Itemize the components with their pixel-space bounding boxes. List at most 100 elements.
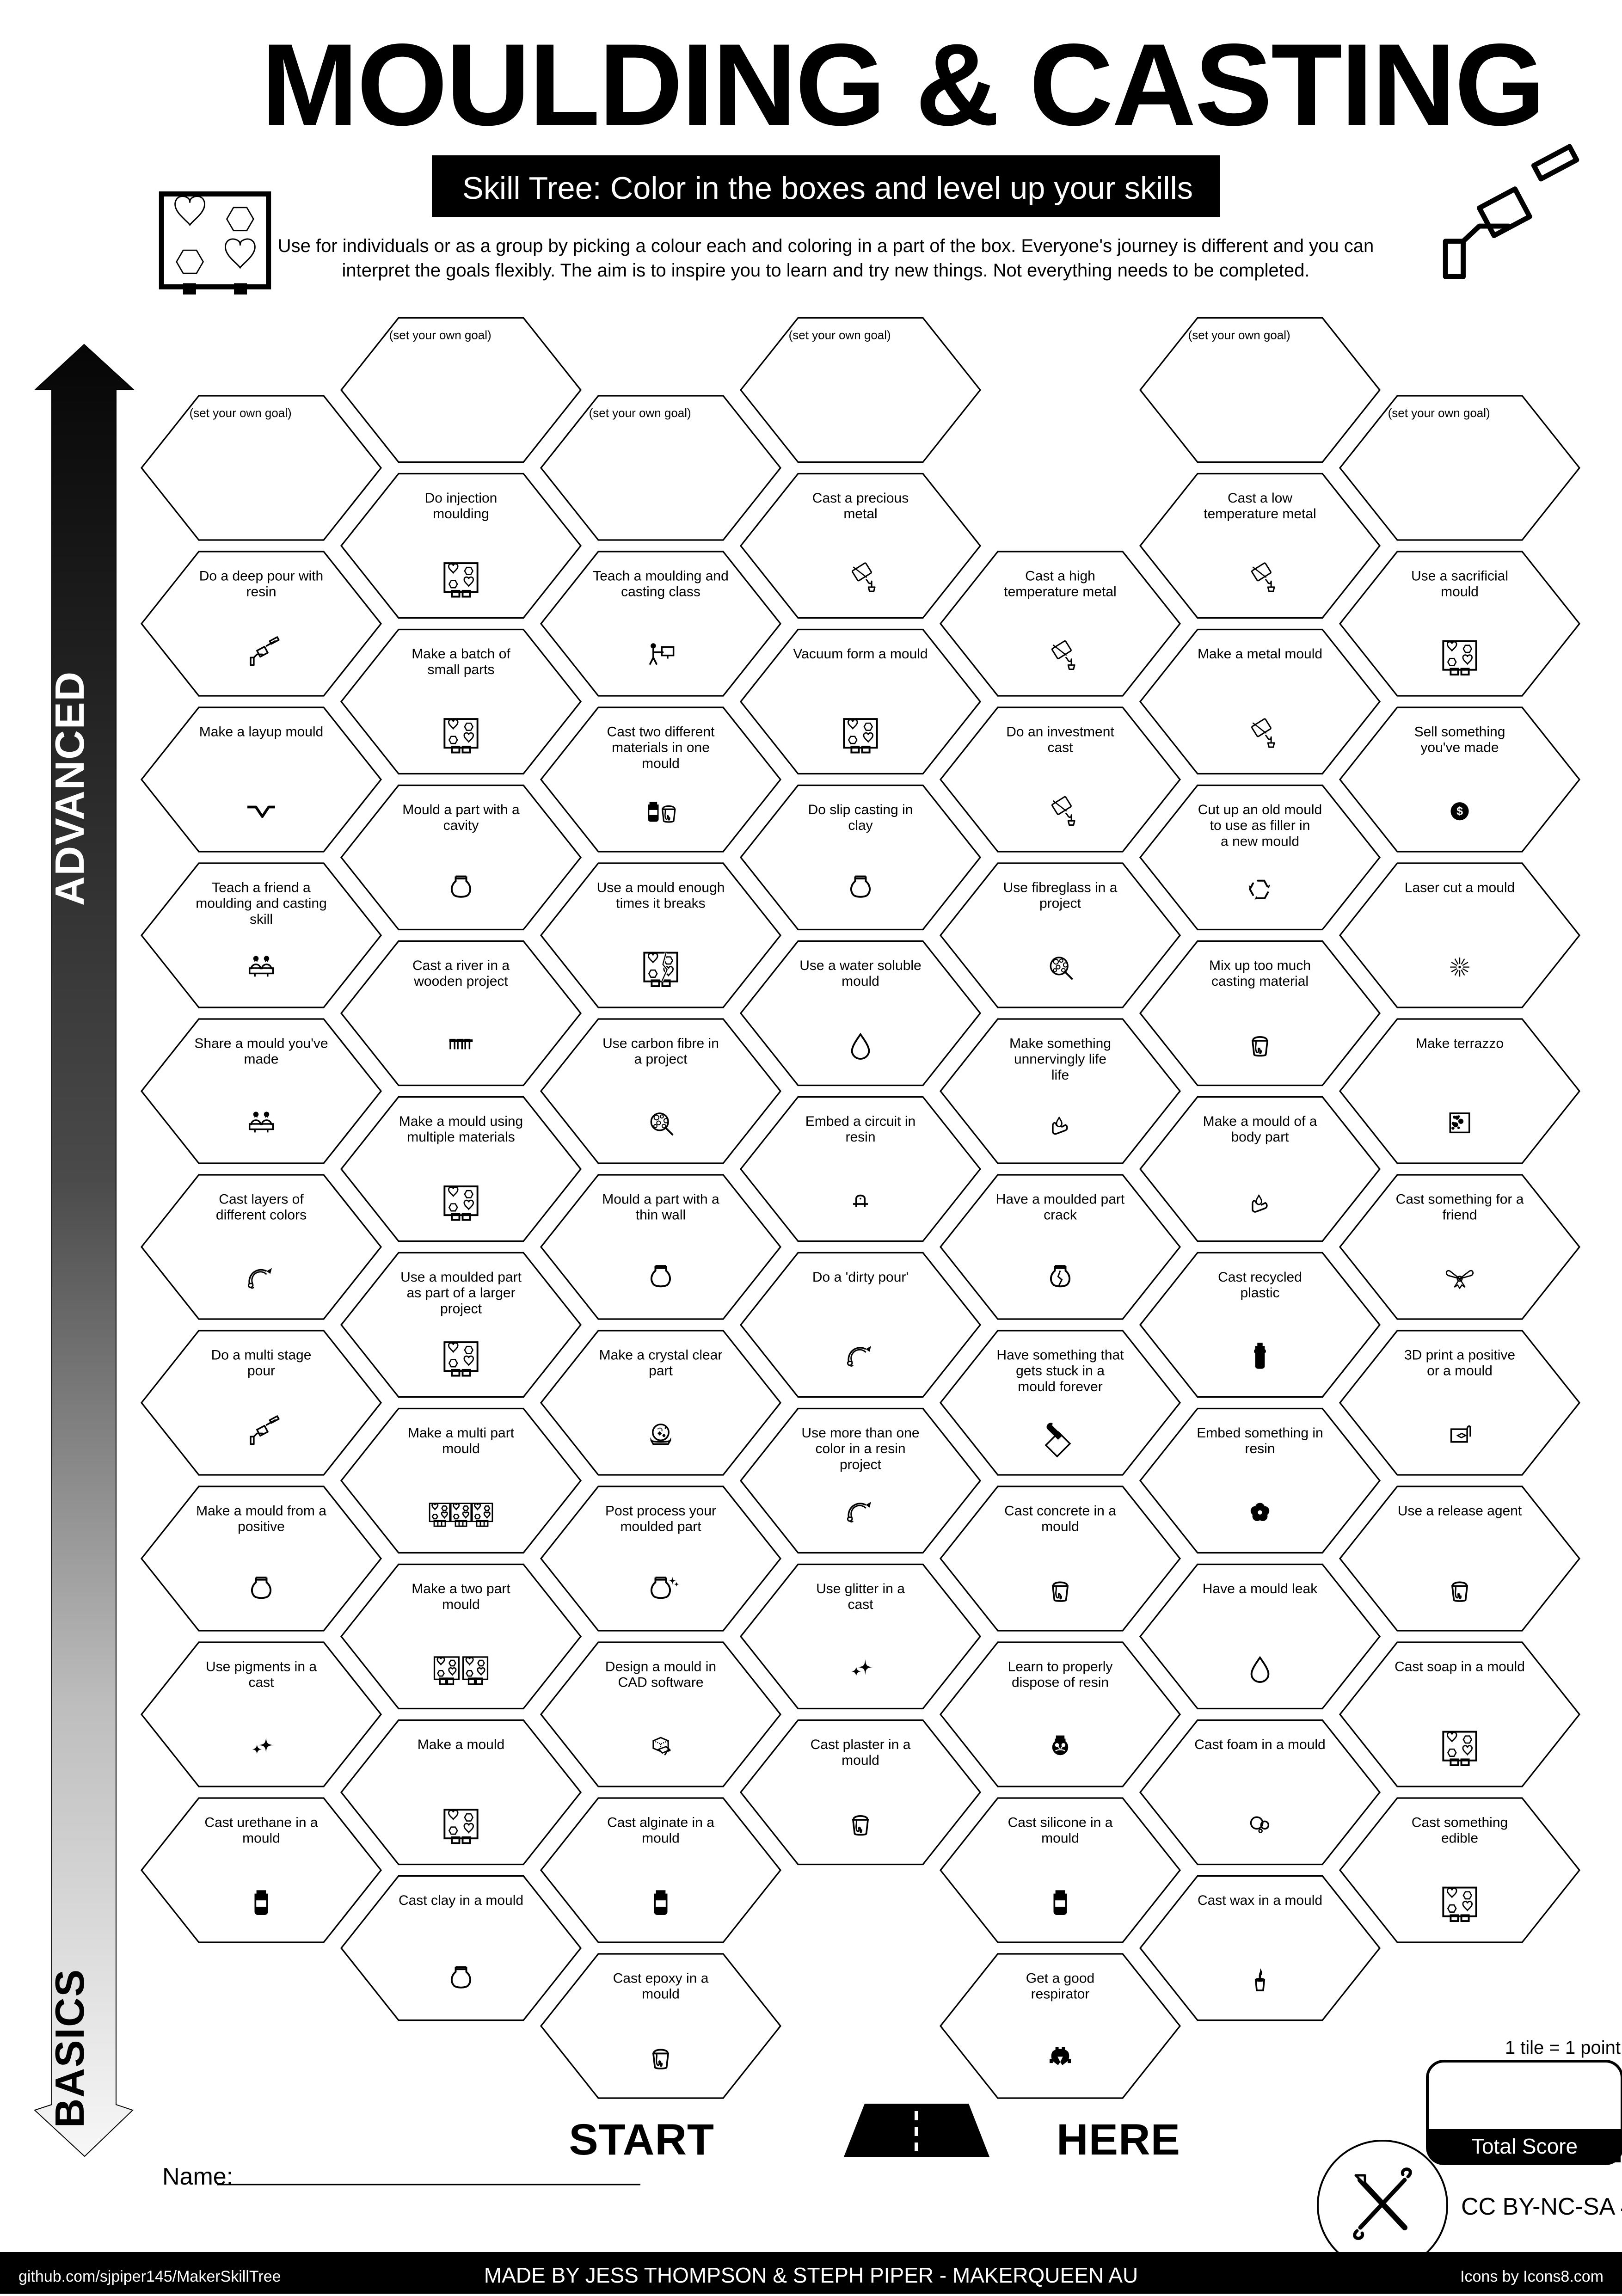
svg-text:CC BY-NC-SA 4.0: CC BY-NC-SA 4.0 — [1461, 2193, 1622, 2220]
svg-text:casting material: casting material — [1211, 974, 1309, 989]
svg-text:Make terrazzo: Make terrazzo — [1416, 1036, 1504, 1051]
svg-text:mould: mould — [1441, 584, 1479, 600]
svg-text:Do an investment: Do an investment — [1006, 724, 1114, 739]
svg-text:moulded part: moulded part — [620, 1519, 701, 1535]
svg-text:MADE BY JESS THOMPSON & STEPH: MADE BY JESS THOMPSON & STEPH PIPER - MA… — [484, 2263, 1138, 2287]
svg-text:(set your own goal): (set your own goal) — [1188, 328, 1290, 342]
svg-text:Make a crystal clear: Make a crystal clear — [599, 1347, 723, 1363]
svg-text:Cast a river in a: Cast a river in a — [412, 958, 510, 973]
svg-text:dispose of resin: dispose of resin — [1012, 1675, 1109, 1690]
svg-text:mould: mould — [642, 1831, 680, 1846]
svg-text:Learn to properly: Learn to properly — [1008, 1659, 1113, 1674]
svg-text:crack: crack — [1044, 1208, 1077, 1223]
svg-text:plastic: plastic — [1240, 1285, 1279, 1301]
svg-text:Make a mould using: Make a mould using — [399, 1114, 523, 1129]
svg-text:Cast two different: Cast two different — [607, 724, 715, 739]
svg-text:positive: positive — [238, 1519, 285, 1535]
svg-text:Cast a precious: Cast a precious — [812, 491, 909, 506]
svg-text:Cast epoxy in a: Cast epoxy in a — [613, 1971, 709, 1986]
svg-text:Cast a high: Cast a high — [1025, 568, 1095, 583]
svg-text:different colors: different colors — [216, 1208, 307, 1223]
svg-text:resin: resin — [246, 584, 276, 600]
svg-text:Make a metal mould: Make a metal mould — [1198, 646, 1322, 662]
svg-text:Use a moulded part: Use a moulded part — [400, 1270, 522, 1285]
svg-text:multiple materials: multiple materials — [407, 1130, 515, 1145]
svg-text:Embed something in: Embed something in — [1197, 1425, 1323, 1441]
svg-text:thin wall: thin wall — [636, 1208, 686, 1223]
svg-text:skill: skill — [250, 912, 273, 927]
svg-text:life: life — [1051, 1068, 1069, 1083]
svg-text:Have a mould leak: Have a mould leak — [1203, 1581, 1318, 1596]
svg-text:Cast something: Cast something — [1412, 1815, 1508, 1830]
svg-text:unnervingly life: unnervingly life — [1014, 1052, 1106, 1067]
svg-text:mould: mould — [1041, 1831, 1079, 1846]
svg-text:you've made: you've made — [1420, 740, 1499, 755]
svg-text:Sell something: Sell something — [1414, 724, 1505, 739]
svg-text:body part: body part — [1231, 1130, 1289, 1145]
svg-text:Name:: Name: — [162, 2163, 233, 2190]
svg-text:mould: mould — [642, 1987, 680, 2002]
svg-text:Mould a part with a: Mould a part with a — [602, 1191, 719, 1207]
svg-text:Make something: Make something — [1009, 1036, 1111, 1051]
svg-text:3D print a positive: 3D print a positive — [1404, 1347, 1515, 1363]
svg-text:part: part — [649, 1363, 673, 1379]
svg-text:temperature metal: temperature metal — [1204, 506, 1316, 522]
svg-text:Make a two part: Make a two part — [412, 1581, 510, 1596]
svg-text:Make a layup mould: Make a layup mould — [199, 724, 323, 739]
svg-text:color in a resin: color in a resin — [815, 1441, 905, 1456]
svg-text:friend: friend — [1442, 1208, 1477, 1223]
svg-text:$: $ — [1456, 805, 1463, 818]
svg-text:mould: mould — [1041, 1519, 1079, 1535]
svg-text:moulding and casting: moulding and casting — [196, 896, 327, 911]
svg-text:Cast concrete in a: Cast concrete in a — [1004, 1503, 1116, 1518]
svg-text:a project: a project — [634, 1052, 688, 1067]
svg-text:to use as filler in: to use as filler in — [1210, 818, 1310, 833]
svg-text:casting class: casting class — [621, 584, 700, 600]
svg-text:(set your own goal): (set your own goal) — [789, 328, 891, 342]
svg-text:Cast urethane in a: Cast urethane in a — [204, 1815, 318, 1830]
svg-text:Have something that: Have something that — [996, 1347, 1124, 1363]
svg-text:START: START — [569, 2115, 714, 2164]
svg-text:small parts: small parts — [427, 662, 494, 677]
svg-text:edible: edible — [1441, 1831, 1478, 1846]
svg-text:Design a mould in: Design a mould in — [605, 1659, 716, 1674]
svg-text:metal: metal — [843, 506, 877, 522]
svg-text:resin: resin — [1245, 1441, 1275, 1456]
svg-text:MOULDING & CASTING: MOULDING & CASTING — [261, 20, 1544, 150]
svg-text:Cast soap in a mould: Cast soap in a mould — [1395, 1659, 1525, 1674]
svg-text:Use pigments in a: Use pigments in a — [206, 1659, 317, 1674]
svg-text:Post process your: Post process your — [605, 1503, 716, 1518]
svg-text:Use a water soluble: Use a water soluble — [799, 958, 921, 973]
svg-text:Do a multi stage: Do a multi stage — [211, 1347, 312, 1363]
svg-text:Get a good: Get a good — [1026, 1971, 1094, 1986]
svg-text:respirator: respirator — [1031, 1987, 1090, 2002]
svg-text:Cast something for a: Cast something for a — [1396, 1191, 1524, 1207]
svg-text:Use carbon fibre in: Use carbon fibre in — [602, 1036, 719, 1051]
svg-text:(set your own goal): (set your own goal) — [190, 406, 292, 420]
svg-text:Make a mould: Make a mould — [418, 1737, 504, 1752]
svg-text:materials in one: materials in one — [612, 740, 710, 755]
svg-text:interpret the goals flexibly.: interpret the goals flexibly. The aim is… — [342, 260, 1310, 281]
svg-text:gets stuck in a: gets stuck in a — [1016, 1363, 1105, 1379]
svg-text:CAD software: CAD software — [618, 1675, 703, 1690]
svg-text:Cast wax in a mould: Cast wax in a mould — [1198, 1893, 1322, 1908]
svg-text:resin: resin — [845, 1130, 875, 1145]
svg-text:Use a mould enough: Use a mould enough — [597, 880, 725, 895]
svg-text:Make a batch of: Make a batch of — [412, 646, 510, 662]
svg-text:mould: mould — [642, 756, 680, 771]
svg-text:mould: mould — [842, 1753, 879, 1768]
svg-text:Use for individuals or as a gr: Use for individuals or as a group by pic… — [278, 236, 1374, 256]
svg-text:project: project — [440, 1301, 482, 1316]
svg-text:1 tile = 1 point: 1 tile = 1 point — [1505, 2038, 1621, 2058]
svg-text:Do injection: Do injection — [425, 491, 498, 506]
svg-text:Teach a moulding and: Teach a moulding and — [593, 568, 729, 583]
svg-text:Cut up an old mould: Cut up an old mould — [1198, 802, 1322, 817]
svg-text:Cast silicone in a: Cast silicone in a — [1008, 1815, 1113, 1830]
svg-text:made: made — [244, 1052, 278, 1067]
svg-text:Use a release agent: Use a release agent — [1398, 1503, 1522, 1518]
svg-text:Embed a circuit in: Embed a circuit in — [805, 1114, 915, 1129]
svg-text:HERE: HERE — [1057, 2115, 1180, 2164]
svg-text:cast: cast — [248, 1675, 274, 1690]
svg-text:Cast clay in a mould: Cast clay in a mould — [399, 1893, 523, 1908]
svg-text:Use more than one: Use more than one — [801, 1425, 919, 1441]
